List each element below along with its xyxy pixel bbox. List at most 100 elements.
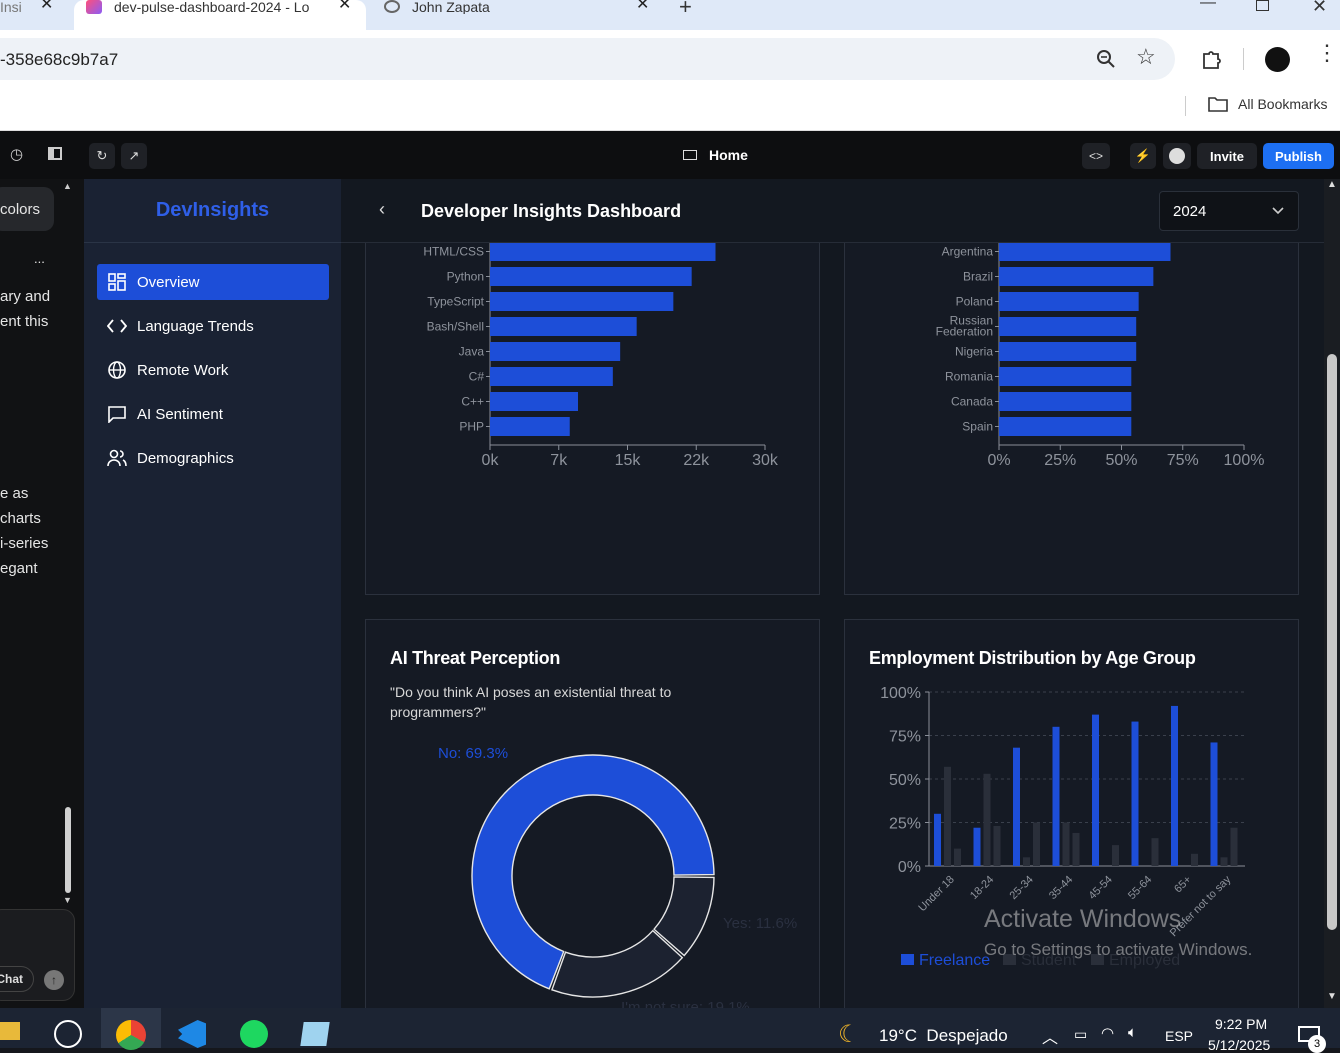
year-select[interactable]: 2024 bbox=[1159, 191, 1299, 231]
weather-text[interactable]: 19°C Despejado bbox=[879, 1026, 1008, 1045]
chat-text: colors bbox=[0, 201, 41, 218]
all-bookmarks-link[interactable]: All Bookmarks bbox=[1238, 96, 1328, 112]
watermark-title: Activate Windows bbox=[984, 905, 1182, 933]
github-button[interactable] bbox=[1163, 143, 1191, 169]
history-icon[interactable]: ◷ bbox=[10, 146, 24, 163]
scroll-down-icon[interactable]: ▼ bbox=[63, 895, 72, 905]
meet-icon[interactable]: ▭ bbox=[1074, 1026, 1088, 1042]
vscode-icon[interactable] bbox=[178, 1020, 206, 1048]
tick-label: 0% bbox=[898, 859, 921, 876]
page-title: Developer Insights Dashboard bbox=[421, 201, 682, 221]
sidebar-item-label: Overview bbox=[137, 273, 200, 291]
tick-label: 75% bbox=[889, 729, 921, 746]
chatgpt-icon[interactable] bbox=[54, 1020, 82, 1048]
send-icon[interactable]: ↑ bbox=[44, 970, 64, 990]
donut-slice bbox=[653, 876, 715, 957]
extensions-icon[interactable] bbox=[1200, 48, 1222, 70]
code-view-button[interactable]: <> bbox=[1082, 143, 1110, 169]
notepad-icon[interactable] bbox=[300, 1022, 330, 1046]
scroll-up-icon[interactable]: ▲ bbox=[63, 181, 72, 191]
tick-label: 25% bbox=[1044, 452, 1076, 469]
close-icon[interactable]: ✕ bbox=[40, 0, 54, 13]
more-icon[interactable]: ... bbox=[34, 251, 45, 266]
chevron-up-icon[interactable]: ︿ bbox=[1042, 1030, 1059, 1047]
sidebar-item-language-trends[interactable]: Language Trends bbox=[97, 308, 329, 344]
bolt-icon: ⚡ bbox=[1134, 148, 1152, 163]
lovable-icon bbox=[86, 0, 102, 14]
slice-label: Yes: 11.6% bbox=[723, 915, 797, 932]
bar bbox=[1191, 853, 1198, 866]
sidebar-item-label: Remote Work bbox=[137, 361, 229, 379]
sidebar-item-ai-sentiment[interactable]: AI Sentiment bbox=[97, 396, 329, 432]
language-indicator[interactable]: ESP bbox=[1165, 1028, 1194, 1044]
scrollbar-thumb[interactable] bbox=[1327, 354, 1337, 930]
windows-taskbar: ☾ 19°C Despejado ︿ ▭ ◠ 🔈︎ ESP 9:22 PM 5/… bbox=[0, 1008, 1340, 1053]
close-icon[interactable]: ✕ bbox=[338, 0, 352, 13]
bar bbox=[1023, 857, 1030, 866]
brand-logo[interactable]: DevInsights bbox=[84, 179, 341, 243]
chat-text: e as bbox=[0, 485, 29, 502]
avatar[interactable] bbox=[1265, 47, 1290, 72]
browser-tab-1[interactable]: Insi ✕ bbox=[0, 0, 74, 30]
scroll-up-icon[interactable]: ▲ bbox=[1327, 179, 1337, 190]
star-icon[interactable]: ☆ bbox=[1136, 44, 1156, 69]
bar bbox=[993, 825, 1001, 866]
slice-label: I'm not sure: 19.1% bbox=[621, 999, 750, 1008]
clock-time[interactable]: 9:22 PM bbox=[1215, 1016, 1268, 1032]
bar bbox=[934, 813, 941, 866]
bar bbox=[999, 417, 1132, 436]
file-explorer-icon[interactable] bbox=[0, 1022, 20, 1040]
window-close-icon[interactable]: ✕ bbox=[1312, 0, 1328, 16]
volume-icon[interactable]: 🔈︎ bbox=[1128, 1024, 1138, 1041]
chat-mode-button[interactable]: Chat bbox=[0, 966, 34, 992]
chat-input-box[interactable] bbox=[0, 909, 75, 1001]
legend-swatch bbox=[1003, 954, 1016, 965]
page-scrollbar[interactable]: ▲ ▼ bbox=[1324, 179, 1340, 1008]
url-box[interactable]: -358e68c9b7a7 ☆ bbox=[0, 38, 1175, 80]
browser-tab-3[interactable]: John Zapata ✕ bbox=[366, 0, 666, 30]
spotify-icon[interactable] bbox=[240, 1020, 268, 1048]
tick-label: 50% bbox=[1105, 452, 1137, 469]
zoom-icon[interactable] bbox=[1096, 49, 1116, 69]
address-bar-row: -358e68c9b7a7 ☆ ⋮ bbox=[0, 30, 1340, 90]
scroll-down-icon[interactable]: ▼ bbox=[1327, 991, 1337, 1002]
invite-button[interactable]: Invite bbox=[1197, 143, 1257, 169]
legend-label: Employed bbox=[1109, 952, 1180, 969]
tick-label: 0% bbox=[987, 452, 1010, 469]
wifi-icon[interactable]: ◠ bbox=[1101, 1025, 1115, 1042]
browser-tab-2[interactable]: dev-pulse-dashboard-2024 - Lo ✕ bbox=[74, 0, 366, 30]
sidebar-toggle-icon[interactable] bbox=[48, 147, 62, 160]
tick-label: 25% bbox=[889, 816, 921, 833]
employment-age-card: Employment Distribution by Age Group 0% 2… bbox=[844, 619, 1299, 1008]
refresh-button[interactable]: ↻ bbox=[89, 143, 115, 169]
bar bbox=[1072, 832, 1080, 866]
chrome-taskbar-button[interactable] bbox=[101, 1008, 161, 1050]
dashboard-header: ‹ Developer Insights Dashboard 2024 bbox=[341, 179, 1324, 243]
sidebar-item-overview[interactable]: Overview bbox=[97, 264, 329, 300]
publish-button[interactable]: Publish bbox=[1263, 143, 1334, 169]
tick-label: Brazil bbox=[963, 270, 993, 284]
sidebar-item-remote-work[interactable]: Remote Work bbox=[97, 352, 329, 388]
year-value: 2024 bbox=[1173, 203, 1207, 220]
home-route[interactable]: Home bbox=[683, 147, 748, 163]
supabase-button[interactable]: ⚡ bbox=[1130, 143, 1156, 169]
chevron-left-icon[interactable]: ‹ bbox=[379, 199, 385, 219]
tick-label: 18-24 bbox=[968, 874, 996, 902]
remote-work-by-country-card: UkraineArgentinaBrazilPolandRussianFeder… bbox=[844, 209, 1299, 595]
close-icon[interactable]: ✕ bbox=[636, 0, 650, 13]
tick-label: 75% bbox=[1167, 452, 1199, 469]
clock-date[interactable]: 5/12/2025 bbox=[1208, 1037, 1271, 1053]
minimize-icon[interactable]: — bbox=[1200, 0, 1216, 11]
open-external-button[interactable]: ↗ bbox=[121, 143, 147, 169]
tick-label: 55-64 bbox=[1126, 874, 1154, 902]
bar bbox=[944, 766, 951, 866]
tick-label: Bash/Shell bbox=[427, 320, 484, 334]
maximize-icon[interactable] bbox=[1256, 0, 1269, 11]
menu-icon[interactable]: ⋮ bbox=[1316, 40, 1338, 65]
scrollbar-thumb[interactable] bbox=[65, 807, 71, 893]
chat-panel: colors ... ary and ent this e as charts … bbox=[0, 179, 84, 1008]
new-tab-icon[interactable]: + bbox=[679, 0, 692, 19]
language-usage-card: SQLHTML/CSSPythonTypeScriptBash/ShellJav… bbox=[365, 209, 820, 595]
sidebar-item-demographics[interactable]: Demographics bbox=[97, 440, 329, 476]
tick-label: 100% bbox=[880, 685, 921, 702]
